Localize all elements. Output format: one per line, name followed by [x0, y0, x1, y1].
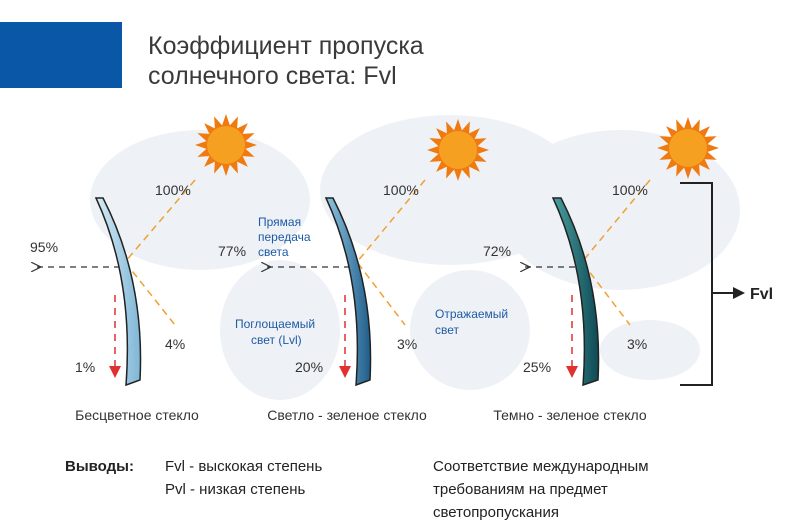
label: 77%	[218, 243, 246, 259]
bracket	[680, 182, 735, 386]
suns	[195, 114, 719, 181]
panel: 100% 72% 3% 25% Темно - зеленое стекло	[483, 179, 651, 423]
sun-core	[669, 129, 707, 167]
caption: Темно - зеленое стекло	[493, 407, 647, 423]
sun-core	[207, 126, 245, 164]
map-background	[90, 115, 740, 400]
title: Коэффициент пропуска	[148, 32, 424, 60]
annotation: свет (Lvl)	[251, 333, 302, 347]
annotation: Прямая	[258, 215, 301, 229]
label: 1%	[75, 359, 95, 375]
label: 20%	[295, 359, 323, 375]
caption: Светло - зеленое стекло	[267, 407, 427, 423]
conclusion-heading: Выводы:	[65, 458, 134, 475]
label: 100%	[155, 182, 191, 198]
annotation: Отражаемый	[435, 307, 508, 321]
panel: 100% 95% 4% 1% Бесцветное стекло	[30, 179, 199, 423]
header-block	[0, 22, 122, 88]
glass	[94, 197, 142, 387]
panel: 100% 77% 3% 20% Светло - зеленое стекло …	[218, 179, 508, 423]
label: 100%	[383, 182, 419, 198]
sun-core	[439, 131, 477, 169]
label: 72%	[483, 243, 511, 259]
arrow	[733, 287, 745, 299]
note: Соответствие международным	[433, 458, 649, 475]
glass	[324, 197, 372, 387]
annotation: света	[258, 245, 289, 259]
glass	[551, 197, 600, 387]
label: 95%	[30, 239, 58, 255]
conclusion: Pvl - низкая степень	[165, 481, 306, 498]
label: 3%	[627, 336, 647, 352]
note: светопропускания	[433, 504, 559, 521]
caption: Бесцветное стекло	[75, 407, 199, 423]
title: солнечного света: Fvl	[148, 62, 397, 90]
annotation: свет	[435, 323, 460, 337]
annotation: Поглощаемый	[235, 317, 315, 331]
label: 25%	[523, 359, 551, 375]
note: требованиям на предмет	[433, 481, 608, 498]
annotation: передача	[258, 230, 311, 244]
conclusion: Fvl - выскокая степень	[165, 458, 322, 475]
label: 3%	[397, 336, 417, 352]
label: 100%	[612, 182, 648, 198]
label: 4%	[165, 336, 185, 352]
result-label: Fvl	[750, 286, 773, 303]
